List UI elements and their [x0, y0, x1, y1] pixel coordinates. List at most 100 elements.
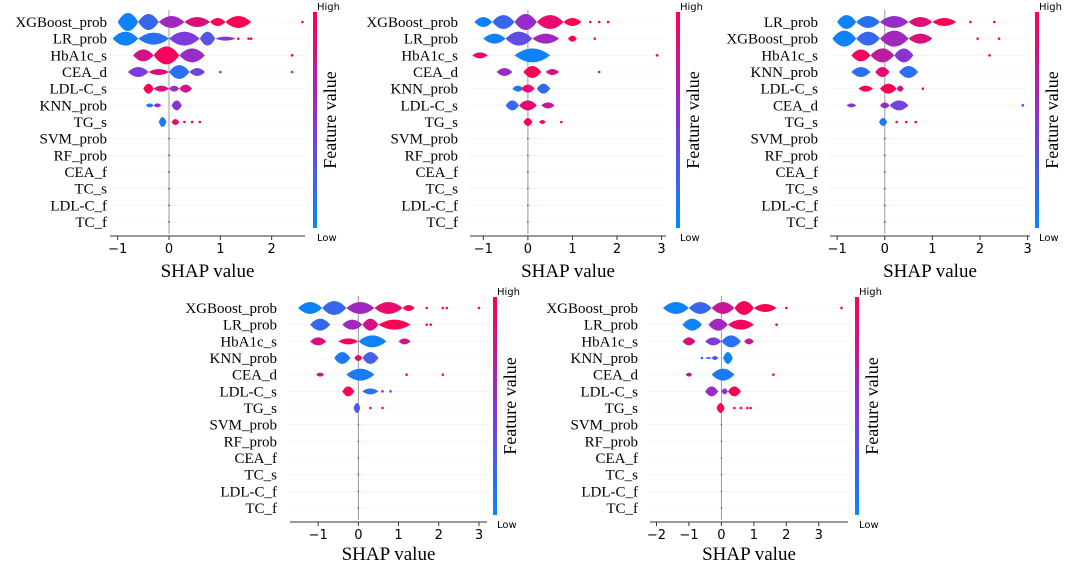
colorbar-title: Feature value	[320, 71, 340, 168]
violin-segment	[362, 318, 379, 331]
feature-label: HbA1c_s	[50, 48, 107, 64]
violin-segment	[171, 119, 180, 125]
violin-segment	[536, 83, 551, 94]
violin-segment	[169, 31, 200, 46]
violin-segment	[721, 335, 741, 348]
violin-segment	[568, 35, 577, 42]
violin-segment	[472, 52, 488, 59]
violin-segment	[117, 13, 139, 31]
colorbar-low-label: Low	[1039, 233, 1059, 244]
violin-segment	[723, 352, 733, 364]
violin-segment	[210, 18, 226, 26]
violin-segment	[527, 204, 529, 207]
x-tick-label: 0	[524, 242, 532, 257]
feature-label: KNN_prob	[391, 82, 459, 98]
violin-segment	[532, 33, 560, 44]
violin-segment	[711, 356, 719, 360]
violin-segment	[883, 137, 886, 140]
violin-segment	[875, 67, 890, 77]
feature-label: HbA1c_s	[220, 334, 277, 350]
violin-segment	[322, 301, 347, 315]
violin-segment	[851, 67, 871, 77]
x-tick-label: 2	[782, 528, 790, 543]
feature-label: SVM_prob	[390, 132, 458, 148]
feature-label: TC_s	[244, 468, 277, 484]
violin-segment	[167, 187, 171, 190]
violin-segment	[153, 46, 180, 65]
violin-segment	[310, 337, 327, 346]
feature-label: LDL-C_s	[50, 82, 108, 98]
feature-label: CEA_f	[416, 165, 459, 181]
outlier-dot	[904, 120, 908, 124]
feature-label: KNN_prob	[210, 351, 278, 367]
x-tick-label: 1	[568, 242, 576, 257]
colorbar-high-label: High	[1039, 2, 1062, 13]
feature-label: TG_s	[244, 401, 277, 417]
violin-segment	[527, 221, 529, 223]
feature-label: TG_s	[74, 115, 107, 131]
feature-label: LDL-C_s	[401, 98, 459, 114]
outlier-dot	[389, 390, 392, 393]
feature-label: SVM_prob	[209, 418, 277, 434]
x-axis-label: SHAP value	[702, 544, 796, 565]
violin-segment	[357, 473, 360, 476]
violin-segment	[720, 490, 723, 493]
violin-segment	[856, 31, 880, 46]
outlier-dot	[921, 87, 925, 90]
violin-segment	[505, 31, 533, 46]
outlier-dot	[597, 20, 601, 24]
violin-segment	[753, 304, 777, 312]
violin-segment	[705, 386, 719, 397]
violin-segment	[153, 103, 162, 108]
violin-segment	[523, 118, 533, 126]
violin-segment	[711, 368, 735, 381]
violin-segment	[354, 355, 363, 361]
violin-segment	[483, 33, 506, 44]
violin-segment	[179, 48, 205, 63]
violin-segment	[837, 15, 857, 29]
feature-label: SVM_prob	[39, 132, 107, 148]
feature-label: KNN_prob	[571, 351, 639, 367]
violin-segment	[880, 16, 909, 28]
feature-label: LDL-C_f	[581, 484, 638, 500]
violin-segment	[310, 318, 331, 331]
feature-label: LR_prob	[404, 32, 458, 48]
violin-segment	[378, 319, 411, 330]
feature-label: TC_f	[426, 215, 458, 231]
outlier-dot	[477, 306, 481, 310]
violin-segment	[858, 85, 873, 92]
outlier-dot	[560, 120, 563, 124]
outlier-dot	[840, 306, 843, 310]
colorbar-title: Feature value	[683, 71, 703, 168]
outlier-dot	[775, 323, 778, 326]
x-tick-label: 2	[268, 242, 276, 257]
outlier-dot	[749, 406, 752, 410]
feature-label: LR_prob	[223, 318, 277, 334]
feature-label: XGBoost_prob	[185, 301, 277, 317]
feature-label: RF_prob	[765, 148, 818, 164]
violin-segment	[688, 302, 712, 314]
feature-label: LR_prob	[584, 318, 638, 334]
feature-label: XGBoost_prob	[366, 15, 458, 31]
violin-segment	[720, 423, 723, 426]
outlier-dot	[425, 306, 428, 310]
outlier-dot	[976, 37, 979, 40]
violin-segment	[832, 30, 857, 47]
outlier-dot	[588, 20, 592, 24]
outlier-dot	[445, 306, 449, 310]
violin-segment	[167, 154, 171, 157]
violin-segment	[519, 100, 537, 111]
violin-segment	[167, 171, 171, 173]
feature-label: CEA_f	[235, 451, 278, 467]
violin-segment	[883, 187, 886, 190]
feature-label: TG_s	[425, 115, 458, 131]
feature-label: TC_s	[425, 182, 458, 198]
violin-segment	[662, 302, 689, 314]
outlier-dot	[1021, 104, 1025, 107]
violin-segment	[846, 103, 857, 108]
violin-segment	[896, 85, 904, 92]
x-tick-label: −1	[108, 242, 127, 257]
violin-segment	[870, 48, 895, 63]
feature-label: LDL-C_f	[401, 198, 458, 214]
x-axis-label: SHAP value	[161, 261, 255, 282]
